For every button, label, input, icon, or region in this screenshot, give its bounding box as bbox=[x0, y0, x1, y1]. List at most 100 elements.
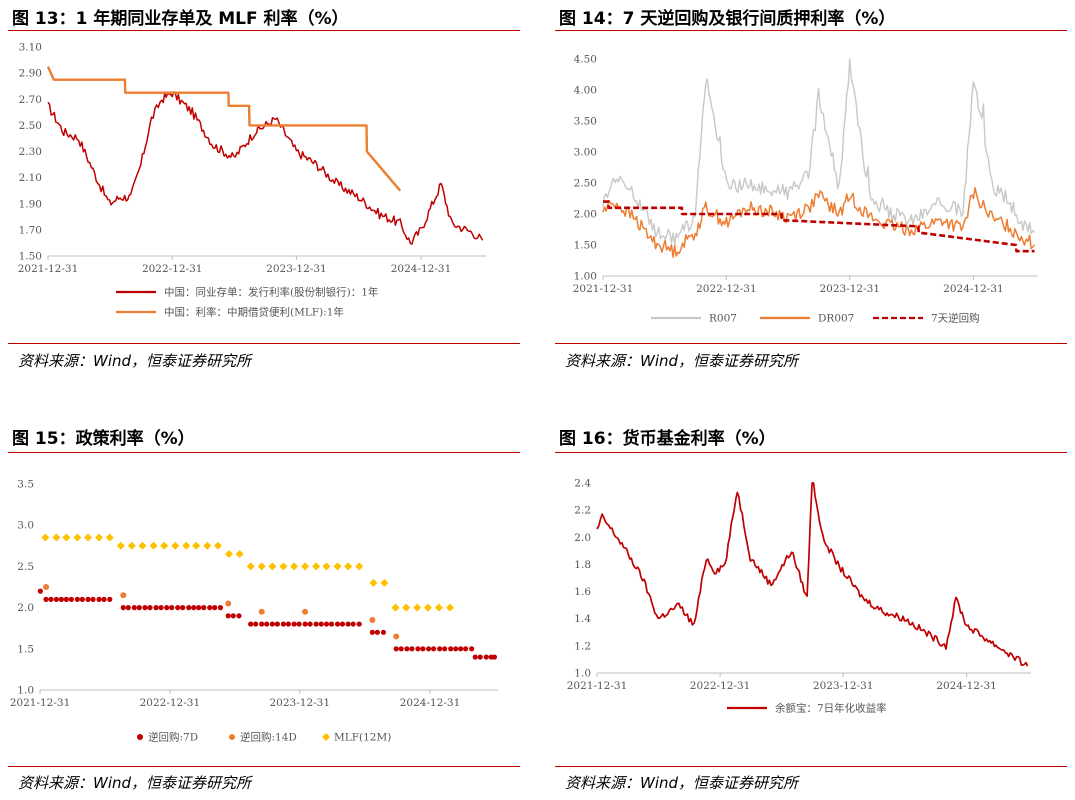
series-line-1 bbox=[602, 187, 1036, 258]
data-point bbox=[52, 533, 61, 542]
source-note: 资料来源：Wind，恒泰证券研究所 bbox=[565, 352, 799, 370]
data-point bbox=[380, 629, 387, 635]
data-point bbox=[442, 646, 448, 652]
data-point bbox=[402, 603, 411, 612]
data-point bbox=[345, 621, 351, 627]
y-tick-label: 1.0 bbox=[574, 668, 591, 680]
data-point bbox=[469, 646, 475, 652]
data-point bbox=[53, 596, 59, 602]
data-point bbox=[182, 541, 191, 550]
y-tick-label: 4.50 bbox=[574, 54, 597, 66]
y-tick-label: 2.0 bbox=[17, 602, 34, 614]
data-point bbox=[62, 533, 71, 542]
x-tick-label: 2021-12-31 bbox=[18, 263, 79, 275]
y-tick-label: 1.50 bbox=[19, 251, 42, 263]
legend-label: 7天逆回购 bbox=[931, 312, 980, 325]
data-point bbox=[483, 654, 489, 660]
data-point bbox=[291, 621, 297, 627]
x-tick-label: 2023-12-31 bbox=[270, 697, 331, 709]
data-point bbox=[84, 533, 93, 542]
legend-label: R007 bbox=[709, 313, 737, 325]
source-rule bbox=[555, 766, 1067, 767]
data-point bbox=[125, 605, 131, 611]
data-point bbox=[458, 646, 464, 652]
legend-label: 中国：同业存单：发行利率(股份制银行)：1年 bbox=[164, 286, 378, 299]
data-point bbox=[43, 584, 50, 590]
x-tick-label: 2022-12-31 bbox=[696, 283, 757, 295]
data-point bbox=[355, 562, 364, 571]
data-point bbox=[269, 621, 275, 627]
legend-item: 逆回购:14D bbox=[229, 731, 297, 744]
data-point bbox=[380, 578, 389, 587]
data-point bbox=[448, 646, 454, 652]
legend-item: 逆回购:7D bbox=[137, 731, 198, 744]
data-point bbox=[453, 646, 459, 652]
data-point bbox=[333, 562, 342, 571]
legend-item: 中国：利率：中期借贷便利(MLF):1年 bbox=[116, 306, 344, 319]
data-point bbox=[477, 654, 483, 660]
chart-13: 3.10 2.90 2.70 2.50 2.30 2.10 1.90 1.70 1.502021… bbox=[18, 42, 486, 319]
data-point bbox=[322, 562, 331, 571]
data-point bbox=[415, 646, 421, 652]
data-point bbox=[43, 596, 49, 602]
source-note: 资料来源：Wind，恒泰证券研究所 bbox=[18, 774, 252, 792]
y-tick-label: 2.10 bbox=[19, 172, 42, 184]
y-tick-label: 2.30 bbox=[19, 146, 42, 158]
data-point bbox=[463, 646, 469, 652]
data-point bbox=[259, 621, 265, 627]
data-point bbox=[313, 621, 319, 627]
data-point bbox=[203, 541, 212, 550]
source-note: 资料来源：Wind，恒泰证券研究所 bbox=[565, 774, 799, 792]
data-point bbox=[334, 621, 341, 627]
data-point bbox=[413, 603, 422, 612]
data-point bbox=[74, 596, 80, 602]
x-tick-label: 2024-12-31 bbox=[391, 263, 452, 275]
data-point bbox=[171, 541, 180, 550]
data-point bbox=[472, 654, 478, 660]
y-tick-label: 1.4 bbox=[574, 613, 591, 625]
figure-title: 图 14：7 天逆回购及银行间质押利率（%） bbox=[559, 9, 896, 29]
data-point bbox=[296, 621, 302, 627]
series-line-2 bbox=[603, 200, 1035, 253]
data-point bbox=[131, 605, 137, 611]
legend-label: DR007 bbox=[818, 313, 854, 325]
data-point bbox=[158, 605, 164, 611]
y-tick-label: 3.5 bbox=[17, 479, 34, 491]
data-point bbox=[268, 562, 277, 571]
data-point bbox=[426, 646, 432, 652]
data-point bbox=[217, 605, 224, 611]
series-line-0 bbox=[596, 482, 1029, 667]
data-point bbox=[160, 541, 169, 550]
data-point bbox=[196, 605, 202, 611]
data-point bbox=[79, 596, 85, 602]
legend-item: 中国：同业存单：发行利率(股份制银行)：1年 bbox=[116, 286, 378, 299]
x-tick-label: 2024-12-31 bbox=[936, 680, 997, 692]
data-point bbox=[142, 605, 148, 611]
data-point bbox=[153, 605, 159, 611]
data-point bbox=[180, 605, 186, 611]
data-point bbox=[147, 605, 153, 611]
y-tick-label: 3.50 bbox=[574, 116, 597, 128]
data-point bbox=[169, 605, 175, 611]
y-tick-label: 1.50 bbox=[574, 240, 597, 252]
x-tick-label: 2021-12-31 bbox=[573, 283, 634, 295]
x-tick-label: 2024-12-31 bbox=[943, 283, 1004, 295]
x-tick-label: 2023-12-31 bbox=[819, 283, 880, 295]
source-rule bbox=[8, 343, 520, 344]
data-point bbox=[201, 605, 207, 611]
figure-title: 图 16：货币基金利率（%） bbox=[559, 429, 776, 449]
legend-item: 7天逆回购 bbox=[873, 312, 980, 325]
data-point bbox=[257, 562, 266, 571]
data-point bbox=[312, 562, 321, 571]
series-line-0 bbox=[602, 58, 1036, 246]
data-point bbox=[445, 603, 454, 612]
x-tick-label: 2022-12-31 bbox=[140, 697, 201, 709]
data-point bbox=[264, 621, 270, 627]
y-tick-label: 1.5 bbox=[17, 643, 34, 655]
x-tick-label: 2023-12-31 bbox=[266, 263, 327, 275]
data-point bbox=[318, 621, 324, 627]
legend-label: 余额宝：7日年化收益率 bbox=[775, 702, 887, 715]
data-point bbox=[434, 603, 443, 612]
